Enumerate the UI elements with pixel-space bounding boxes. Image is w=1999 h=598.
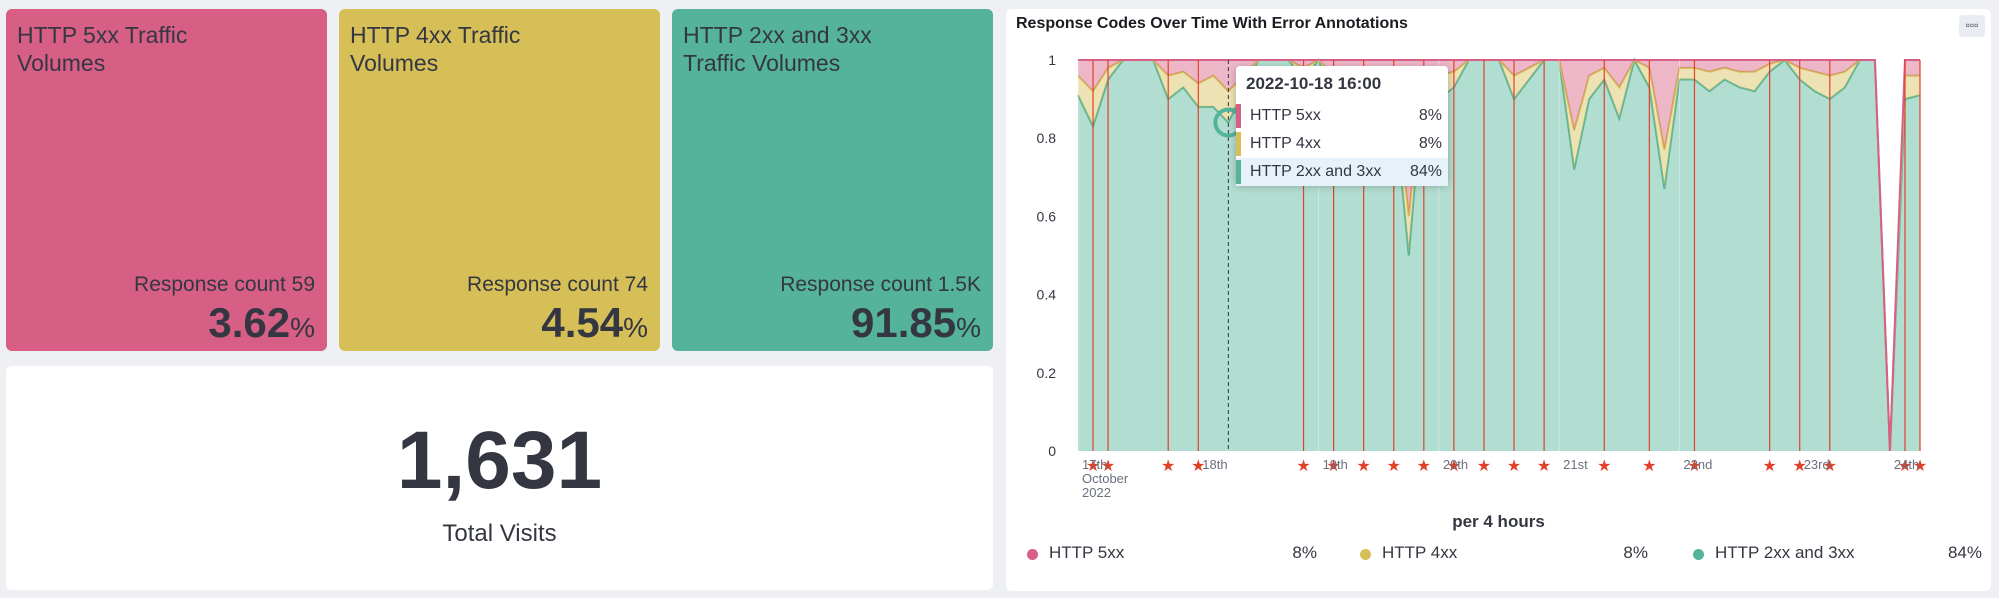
annotation-star-icon: ★ — [1597, 456, 1611, 475]
tooltip-swatch — [1236, 132, 1241, 156]
tooltip-row-name: HTTP 2xx and 3xx — [1250, 163, 1382, 180]
x-tick-label: 20th — [1443, 457, 1468, 472]
metric-subtitle: Response count 74 — [467, 273, 648, 296]
legend-value: 84% — [1947, 543, 1982, 562]
response-codes-chart-panel: Response Codes Over Time With Error Anno… — [1006, 9, 1991, 591]
chart-title: Response Codes Over Time With Error Anno… — [1016, 15, 1408, 32]
metric-panel-http-5xx[interactable]: HTTP 5xx Traffic Volumes Response count … — [6, 9, 327, 351]
y-tick-label: 0.4 — [1037, 287, 1057, 303]
metric-unit: % — [290, 312, 315, 343]
legend-name: HTTP 2xx and 3xx — [1715, 543, 1855, 562]
metric-unit: % — [956, 312, 981, 343]
metric-title: HTTP 4xx Traffic Volumes — [350, 22, 521, 76]
legend-value: 8% — [1292, 543, 1317, 562]
annotation-star-icon: ★ — [1387, 456, 1401, 475]
tooltip-swatch — [1236, 160, 1241, 184]
tooltip-row-name: HTTP 4xx — [1250, 135, 1321, 152]
annotation-star-icon: ★ — [1357, 456, 1371, 475]
tooltip-swatch — [1236, 104, 1241, 128]
metric-subtitle: Response count 1.5K — [780, 273, 981, 296]
x-tick-label: 22nd — [1683, 457, 1712, 472]
x-axis-title: per 4 hours — [1452, 512, 1545, 531]
y-tick-label: 0.2 — [1037, 365, 1057, 381]
total-visits-value: 1,631 — [396, 415, 603, 506]
y-tick-label: 0.8 — [1037, 130, 1057, 146]
metric-number: 3.62 — [208, 299, 291, 346]
annotation-star-icon: ★ — [1823, 456, 1837, 475]
metric-subtitle: Response count 59 — [134, 273, 315, 296]
legend-dot — [1693, 549, 1704, 560]
y-tick-label: 0 — [1048, 443, 1056, 459]
annotation-star-icon: ★ — [1642, 456, 1656, 475]
annotation-star-icon: ★ — [1507, 456, 1521, 475]
y-tick-label: 0.6 — [1037, 208, 1057, 224]
legend-value: 8% — [1623, 543, 1648, 562]
total-visits-label: Total Visits — [442, 520, 557, 547]
x-tick-label: 19th — [1323, 457, 1348, 472]
annotation-star-icon: ★ — [1898, 456, 1912, 475]
annotation-star-icon: ★ — [1086, 456, 1100, 475]
metric-value: 4.54% — [541, 299, 648, 347]
metric-panel-http-2xx-3xx[interactable]: HTTP 2xx and 3xx Traffic Volumes Respons… — [672, 9, 993, 351]
metric-value: 3.62% — [208, 299, 315, 347]
tooltip-row-value: 8% — [1418, 107, 1442, 124]
x-tick-label: 18th — [1202, 457, 1227, 472]
annotation-star-icon: ★ — [1101, 456, 1115, 475]
x-tick-label: 24th — [1894, 457, 1919, 472]
metric-panel-http-4xx[interactable]: HTTP 4xx Traffic Volumes Response count … — [339, 9, 660, 351]
x-tick-label: October — [1082, 471, 1129, 486]
annotation-star-icon: ★ — [1687, 456, 1701, 475]
metric-unit: % — [623, 312, 648, 343]
tooltip-row-value: 84% — [1409, 163, 1442, 180]
metric-title: HTTP 5xx Traffic Volumes — [17, 22, 188, 76]
series-area — [1078, 60, 1920, 451]
series-line — [1078, 59, 1920, 452]
metric-value: 91.85% — [851, 299, 981, 347]
legend-dot — [1360, 549, 1371, 560]
tooltip-row-5xx: HTTP 5xx 8% — [1236, 102, 1448, 130]
tooltip-row-2xx-3xx: HTTP 2xx and 3xx 84% — [1236, 158, 1448, 186]
x-tick-label: 17th — [1082, 457, 1107, 472]
annotation-star-icon: ★ — [1447, 456, 1461, 475]
metric-title: HTTP 2xx and 3xx Traffic Volumes — [683, 22, 872, 76]
annotation-star-icon: ★ — [1762, 456, 1776, 475]
x-tick-label: 2022 — [1082, 485, 1111, 500]
annotation-star-icon: ★ — [1326, 456, 1340, 475]
annotation-star-icon: ★ — [1537, 456, 1551, 475]
metric-number: 91.85 — [850, 299, 957, 346]
tooltip-row-4xx: HTTP 4xx 8% — [1236, 130, 1448, 158]
legend-name: HTTP 5xx — [1049, 543, 1125, 562]
y-tick-label: 1 — [1048, 52, 1056, 68]
annotation-star-icon: ★ — [1793, 456, 1807, 475]
metric-number: 4.54 — [541, 299, 624, 346]
total-visits-panel[interactable]: 1,631 Total Visits — [6, 366, 993, 590]
annotation-star-icon: ★ — [1161, 456, 1175, 475]
tooltip-header: 2022-10-18 16:00 — [1246, 74, 1382, 93]
x-tick-label: 21st — [1563, 457, 1588, 472]
tooltip-row-value: 8% — [1418, 135, 1442, 152]
chart-tooltip: 2022-10-18 16:00 HTTP 5xx 8% HTTP 4xx 8%… — [1236, 66, 1448, 186]
legend-name: HTTP 4xx — [1382, 543, 1458, 562]
annotation-star-icon: ★ — [1191, 456, 1205, 475]
annotation-star-icon: ★ — [1477, 456, 1491, 475]
legend-dot — [1027, 549, 1038, 560]
ellipsis-icon[interactable]: ▫▫▫ — [1959, 15, 1985, 37]
annotation-star-icon: ★ — [1417, 456, 1431, 475]
annotation-star-icon: ★ — [1913, 456, 1927, 475]
x-tick-label: 23rd — [1804, 457, 1830, 472]
annotation-star-icon: ★ — [1296, 456, 1310, 475]
tooltip-row-name: HTTP 5xx — [1250, 107, 1321, 124]
